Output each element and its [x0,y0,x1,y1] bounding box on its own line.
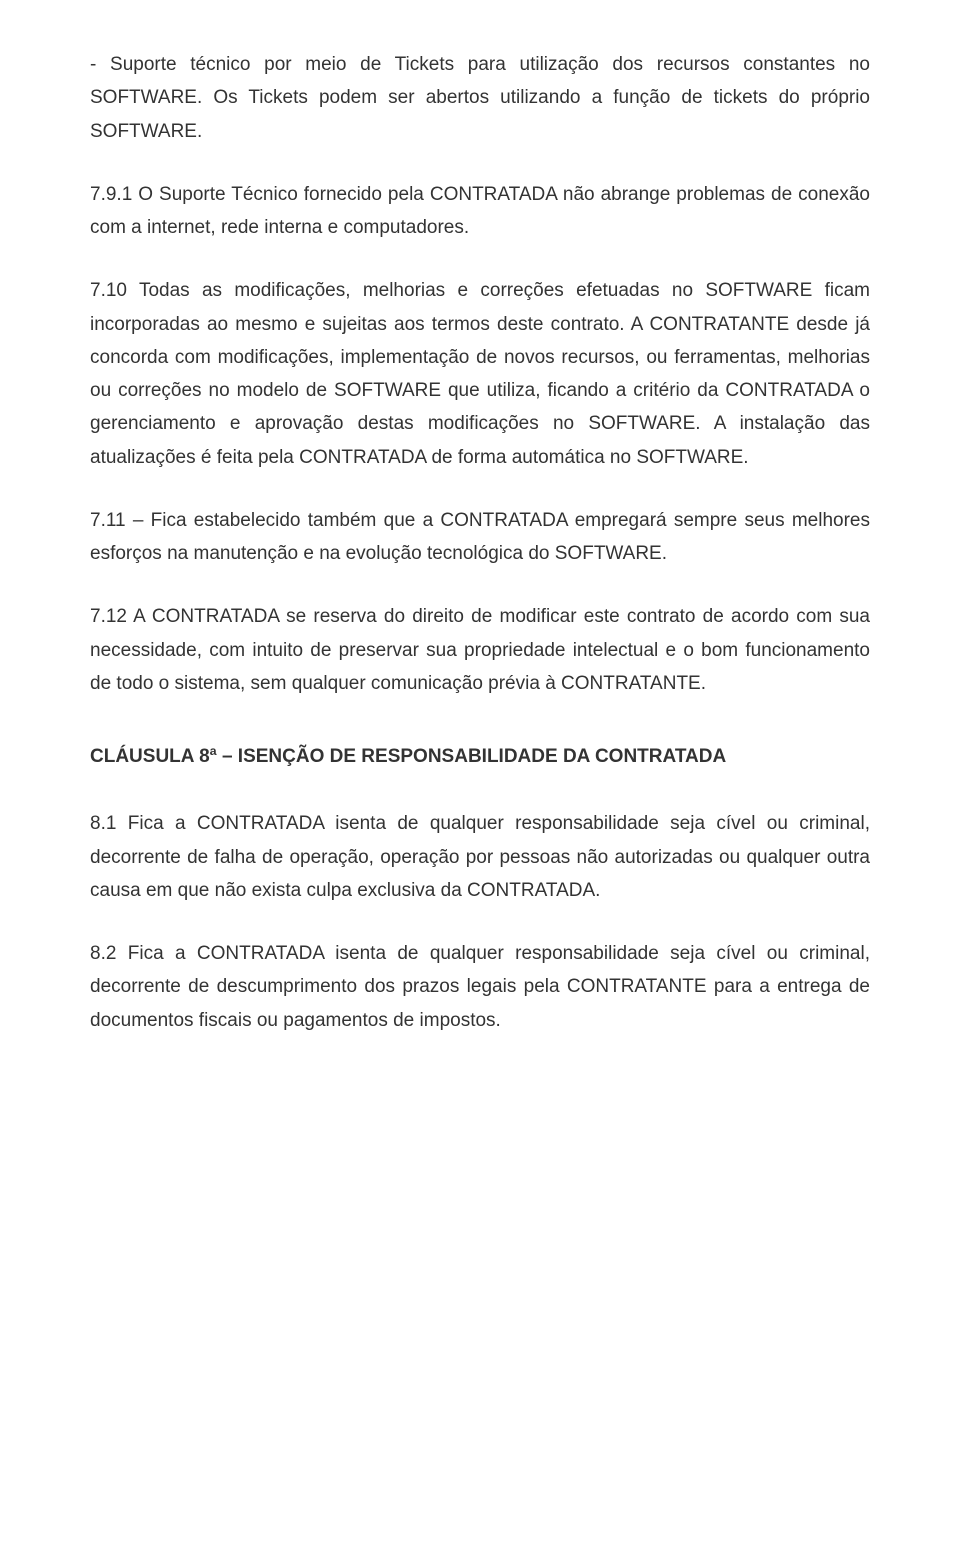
paragraph-7-12: 7.12 A CONTRATADA se reserva do direito … [90,600,870,700]
paragraph-7-9-1: 7.9.1 O Suporte Técnico fornecido pela C… [90,178,870,245]
paragraph-7-11: 7.11 – Fica estabelecido também que a CO… [90,504,870,571]
paragraph-8-1: 8.1 Fica a CONTRATADA isenta de qualquer… [90,807,870,907]
paragraph-7-10: 7.10 Todas as modificações, melhorias e … [90,274,870,474]
paragraph-7-tickets: - Suporte técnico por meio de Tickets pa… [90,48,870,148]
document-page: - Suporte técnico por meio de Tickets pa… [0,0,960,1565]
paragraph-8-2: 8.2 Fica a CONTRATADA isenta de qualquer… [90,937,870,1037]
clause-8-heading: CLÁUSULA 8ª – ISENÇÃO DE RESPONSABILIDAD… [90,740,870,773]
